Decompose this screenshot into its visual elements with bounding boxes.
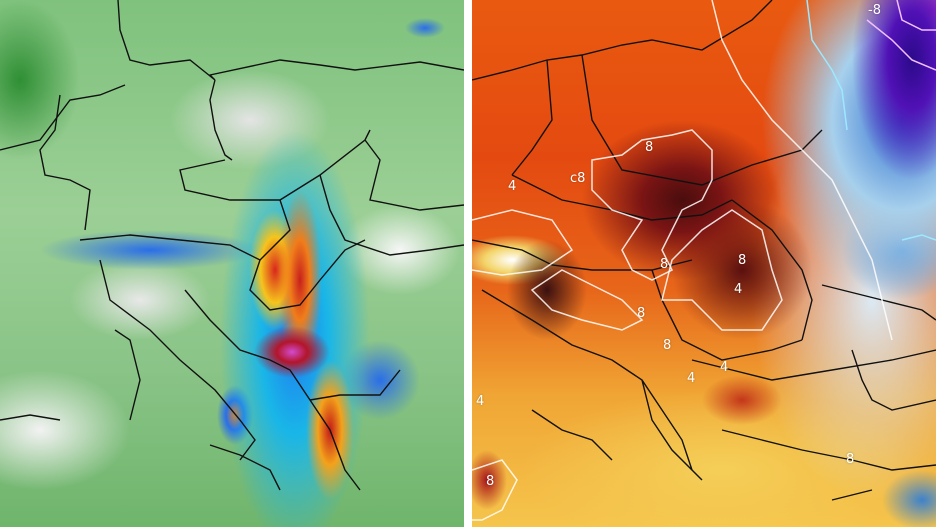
- contour-label: c8: [570, 171, 586, 186]
- contour-label: 4: [734, 282, 743, 297]
- panel-divider: [464, 0, 472, 527]
- contour-label: 8: [637, 306, 646, 321]
- contour-label: 8: [660, 257, 669, 272]
- contour-label: 4: [687, 371, 696, 386]
- contour-label: 8: [663, 338, 672, 353]
- contour-label: 4: [720, 360, 729, 375]
- country-borders: [0, 0, 464, 491]
- contour-label: 8: [846, 452, 855, 467]
- contour-label: 8: [486, 474, 495, 489]
- precipitation-map: [0, 0, 464, 527]
- contour-label: 8: [738, 253, 747, 268]
- contour-label: 4: [476, 394, 485, 409]
- contour-label: -8: [868, 3, 881, 18]
- contour-label: 8: [645, 140, 654, 155]
- contour-label: 4: [508, 179, 517, 194]
- temperature-anomaly-map: -8 8 c8 4 8 8 4 8 8 4 4 4 8 8: [472, 0, 936, 527]
- country-borders-and-contours: [472, 0, 936, 521]
